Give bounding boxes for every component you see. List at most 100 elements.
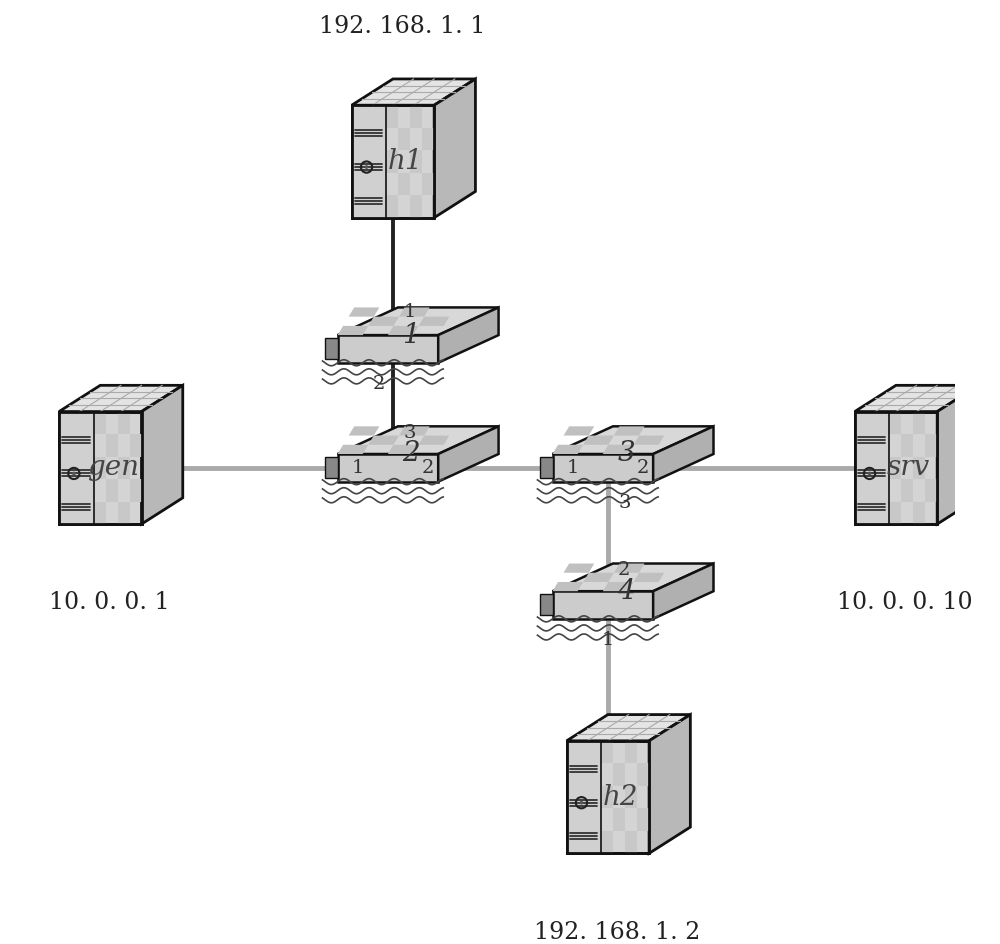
Bar — [637, 808, 649, 831]
Bar — [889, 457, 901, 479]
Bar — [889, 501, 901, 524]
Polygon shape — [142, 385, 183, 524]
Polygon shape — [583, 435, 614, 445]
Polygon shape — [553, 591, 653, 619]
Bar — [398, 173, 410, 195]
Bar — [386, 195, 398, 218]
Bar — [901, 434, 913, 457]
Polygon shape — [634, 435, 664, 445]
Bar — [410, 150, 422, 173]
Polygon shape — [567, 741, 649, 853]
Polygon shape — [567, 715, 690, 741]
Bar — [106, 434, 118, 457]
Polygon shape — [349, 308, 379, 316]
Bar — [386, 105, 398, 127]
Bar — [106, 479, 118, 501]
Text: 3: 3 — [403, 424, 416, 442]
Polygon shape — [564, 427, 594, 435]
Text: h1: h1 — [388, 148, 423, 175]
Text: 2: 2 — [422, 459, 434, 477]
Text: 2: 2 — [402, 441, 420, 467]
Text: 2: 2 — [618, 562, 631, 580]
Polygon shape — [583, 573, 614, 582]
Polygon shape — [419, 435, 449, 445]
Polygon shape — [553, 564, 713, 591]
Polygon shape — [564, 564, 594, 573]
Polygon shape — [368, 435, 399, 445]
Bar — [925, 479, 937, 501]
Text: 3: 3 — [617, 441, 635, 467]
Text: srv: srv — [887, 454, 930, 481]
Text: 192. 168. 1. 1: 192. 168. 1. 1 — [319, 15, 485, 38]
Polygon shape — [59, 412, 142, 524]
Polygon shape — [399, 308, 430, 316]
Polygon shape — [614, 564, 645, 573]
Text: 3: 3 — [618, 494, 631, 512]
Bar — [601, 741, 613, 764]
Text: 192. 168. 1. 2: 192. 168. 1. 2 — [534, 920, 700, 944]
Bar — [94, 412, 106, 434]
Text: 1: 1 — [403, 303, 416, 321]
Polygon shape — [603, 445, 634, 454]
Circle shape — [72, 472, 76, 476]
Polygon shape — [338, 326, 368, 335]
Text: 1: 1 — [402, 322, 420, 348]
Polygon shape — [419, 316, 449, 326]
Polygon shape — [349, 427, 379, 435]
Bar — [625, 831, 637, 853]
Polygon shape — [540, 594, 553, 615]
Polygon shape — [352, 105, 386, 218]
Bar — [901, 479, 913, 501]
Bar — [613, 764, 625, 785]
Polygon shape — [634, 573, 664, 582]
Text: 2: 2 — [636, 459, 649, 477]
Text: 1: 1 — [567, 459, 579, 477]
Polygon shape — [855, 412, 889, 524]
Polygon shape — [59, 412, 94, 524]
Bar — [889, 412, 901, 434]
Bar — [410, 105, 422, 127]
Polygon shape — [352, 79, 475, 105]
Polygon shape — [438, 427, 499, 481]
Text: 1: 1 — [352, 459, 364, 477]
Polygon shape — [653, 427, 713, 481]
Polygon shape — [937, 385, 978, 524]
Bar — [913, 412, 925, 434]
Polygon shape — [338, 454, 438, 481]
Text: gen: gen — [87, 454, 139, 481]
Polygon shape — [553, 454, 653, 481]
Text: 4: 4 — [617, 578, 635, 605]
Polygon shape — [434, 79, 475, 218]
Bar — [422, 127, 434, 150]
Bar — [925, 434, 937, 457]
Polygon shape — [649, 715, 690, 853]
Text: 10. 0. 0. 10: 10. 0. 0. 10 — [837, 591, 973, 615]
Bar — [94, 501, 106, 524]
Polygon shape — [438, 308, 499, 362]
Circle shape — [580, 801, 583, 804]
Polygon shape — [567, 741, 601, 853]
Polygon shape — [553, 582, 583, 591]
Polygon shape — [855, 385, 978, 412]
Polygon shape — [614, 427, 645, 435]
Bar — [601, 785, 613, 808]
Bar — [118, 501, 130, 524]
Circle shape — [365, 165, 368, 169]
Text: 10. 0. 0. 1: 10. 0. 0. 1 — [49, 591, 170, 615]
Bar — [625, 741, 637, 764]
Bar — [410, 195, 422, 218]
Polygon shape — [540, 457, 553, 478]
Bar — [118, 412, 130, 434]
Bar — [130, 434, 142, 457]
Polygon shape — [338, 445, 368, 454]
Text: 2: 2 — [373, 375, 385, 393]
Polygon shape — [338, 308, 499, 335]
Polygon shape — [388, 445, 419, 454]
Polygon shape — [338, 335, 438, 362]
Polygon shape — [553, 427, 713, 454]
Text: 1: 1 — [602, 631, 614, 649]
Bar — [94, 457, 106, 479]
Bar — [422, 173, 434, 195]
Polygon shape — [855, 412, 937, 524]
Polygon shape — [59, 385, 183, 412]
